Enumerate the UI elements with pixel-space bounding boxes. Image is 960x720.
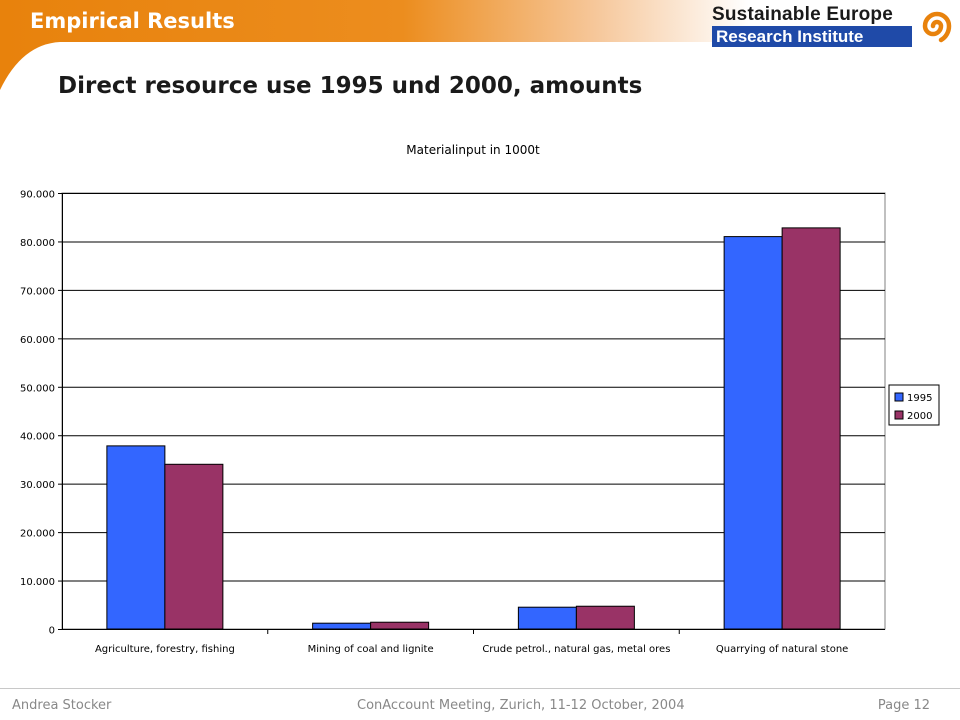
chart-title: Materialinput in 1000t xyxy=(406,143,540,157)
bar-2000-3 xyxy=(575,605,635,630)
legend-label-2000: 2000 xyxy=(907,411,932,422)
logo-line1: Sustainable Europe xyxy=(712,4,893,25)
legend-label-1995: 1995 xyxy=(907,393,932,404)
y-tick-label: 0 xyxy=(49,626,55,637)
bar-2000-1 xyxy=(164,463,224,630)
sustainable-europe-logo: Sustainable Europe Research Institute xyxy=(706,4,956,48)
y-tick-label: 70.000 xyxy=(20,286,55,297)
bar-1995-2 xyxy=(312,622,372,630)
y-tick-label: 10.000 xyxy=(20,577,55,588)
y-tick-label: 60.000 xyxy=(20,335,55,346)
bar-chart: Materialinput in 1000t 0 10.000 20.000 30.00… xyxy=(20,143,940,655)
x-tick-label: Mining of coal and lignite xyxy=(308,644,434,655)
bar-1995-4 xyxy=(723,236,783,630)
footer-divider xyxy=(0,688,960,689)
y-tick-label: 80.000 xyxy=(20,238,55,249)
bar-1995-3 xyxy=(517,606,577,630)
y-tick-label: 30.000 xyxy=(20,480,55,491)
logo-line2: Research Institute xyxy=(712,26,912,47)
footer-page-number: Page 12 xyxy=(877,698,930,713)
legend-swatch-2000 xyxy=(894,410,904,420)
bar-1995-1 xyxy=(106,445,166,630)
section-title: Empirical Results xyxy=(30,9,235,33)
spiral-logo-icon xyxy=(922,11,952,43)
y-tick-label: 40.000 xyxy=(20,432,55,443)
y-tick-label: 20.000 xyxy=(20,529,55,540)
bar-2000-4 xyxy=(781,227,841,630)
slide-title: Direct resource use 1995 und 2000, amoun… xyxy=(58,73,643,99)
bar-2000-2 xyxy=(370,621,430,630)
x-tick-label: Crude petrol., natural gas, metal ores xyxy=(482,644,670,655)
y-tick-label: 90.000 xyxy=(20,190,55,201)
x-tick-label: Agriculture, forestry, fishing xyxy=(95,644,235,655)
footer-event: ConAccount Meeting, Zurich, 11-12 Octobe… xyxy=(357,698,685,713)
footer-author: Andrea Stocker xyxy=(12,698,112,713)
x-tick-label: Quarrying of natural stone xyxy=(716,644,848,655)
y-tick-label: 50.000 xyxy=(20,383,55,394)
legend-swatch-1995 xyxy=(894,392,904,402)
